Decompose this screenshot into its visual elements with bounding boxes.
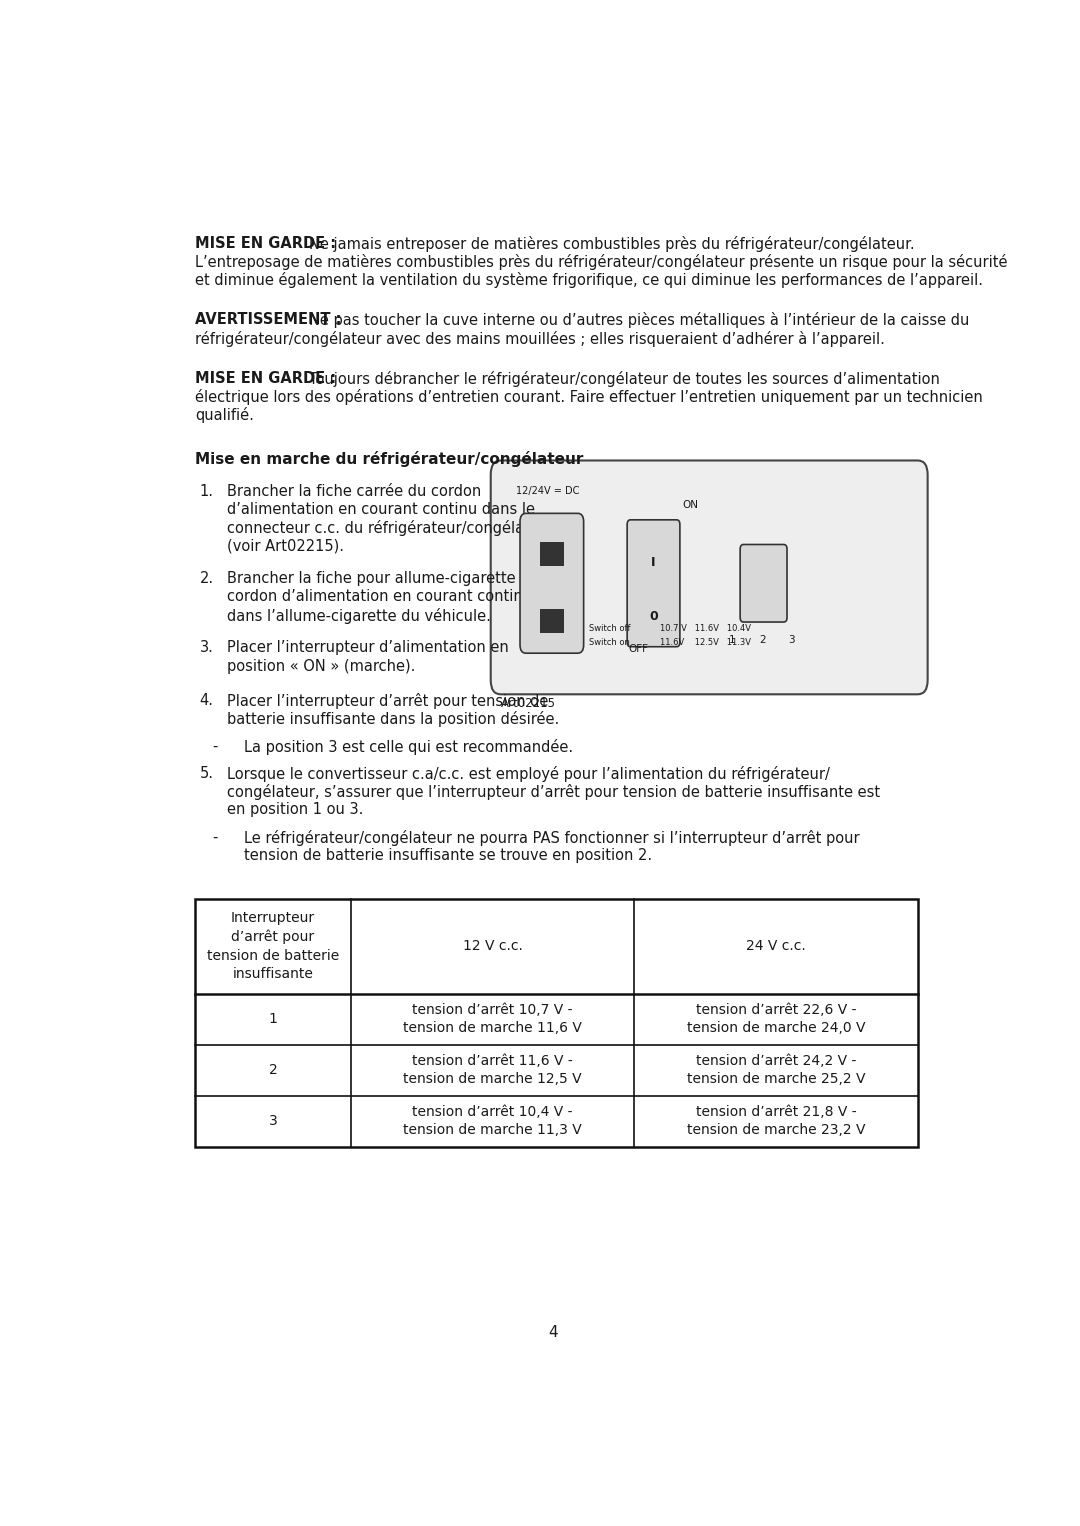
Text: Brancher la fiche carrée du cordon: Brancher la fiche carrée du cordon	[227, 484, 482, 499]
Text: position « ON » (marche).: position « ON » (marche).	[227, 659, 416, 673]
Text: -: -	[212, 739, 217, 754]
Text: MISE EN GARDE :: MISE EN GARDE :	[195, 237, 336, 250]
Text: Ne jamais entreposer de matières combustibles près du réfrigérateur/congélateur.: Ne jamais entreposer de matières combust…	[309, 237, 914, 252]
Text: et diminue également la ventilation du système frigorifique, ce qui diminue les : et diminue également la ventilation du s…	[195, 273, 983, 288]
Text: congélateur, s’assurer que l’interrupteur d’arrêt pour tension de batterie insuf: congélateur, s’assurer que l’interrupteu…	[227, 784, 880, 800]
Text: tension d’arrêt 21,8 V -
tension de marche 23,2 V: tension d’arrêt 21,8 V - tension de marc…	[687, 1105, 865, 1137]
Text: électrique lors des opérations d’entretien courant. Faire effectuer l’entretien : électrique lors des opérations d’entreti…	[195, 389, 983, 404]
Text: AVERTISSEMENT :: AVERTISSEMENT :	[195, 313, 341, 328]
Text: MISE EN GARDE :: MISE EN GARDE :	[195, 371, 336, 386]
Text: Interrupteur
d’arrêt pour
tension de batterie
insuffisante: Interrupteur d’arrêt pour tension de bat…	[206, 911, 339, 981]
Text: 12/24V = DC: 12/24V = DC	[516, 487, 579, 496]
Text: tension d’arrêt 24,2 V -
tension de marche 25,2 V: tension d’arrêt 24,2 V - tension de marc…	[687, 1054, 865, 1087]
FancyBboxPatch shape	[627, 520, 680, 647]
Text: -: -	[212, 830, 217, 845]
Text: 3: 3	[269, 1114, 278, 1128]
Text: 1: 1	[269, 1012, 278, 1025]
Text: 2: 2	[269, 1064, 278, 1077]
Text: cordon d’alimentation en courant continu: cordon d’alimentation en courant continu	[227, 589, 532, 604]
Text: en position 1 ou 3.: en position 1 ou 3.	[227, 803, 364, 818]
Text: 3.: 3.	[200, 641, 214, 655]
Text: tension d’arrêt 10,7 V -
tension de marche 11,6 V: tension d’arrêt 10,7 V - tension de marc…	[403, 1003, 582, 1035]
Text: 10.7 V   11.6V   10.4V: 10.7 V 11.6V 10.4V	[660, 624, 751, 633]
Text: batterie insuffisante dans la position désirée.: batterie insuffisante dans la position d…	[227, 711, 559, 728]
Text: 1: 1	[728, 635, 735, 645]
Text: tension de batterie insuffisante se trouve en position 2.: tension de batterie insuffisante se trou…	[244, 848, 652, 862]
Text: Le réfrigérateur/congélateur ne pourra PAS fonctionner si l’interrupteur d’arrêt: Le réfrigérateur/congélateur ne pourra P…	[244, 830, 860, 845]
Text: 11.6V    12.5V   11.3V: 11.6V 12.5V 11.3V	[660, 638, 751, 647]
Text: Mise en marche du réfrigérateur/congélateur: Mise en marche du réfrigérateur/congélat…	[195, 450, 583, 467]
Text: Art02215: Art02215	[501, 697, 556, 710]
Text: Brancher la fiche pour allume-cigarette du: Brancher la fiche pour allume-cigarette …	[227, 571, 539, 586]
FancyBboxPatch shape	[490, 461, 928, 694]
Text: 2: 2	[759, 635, 766, 645]
Text: dans l’allume-cigarette du véhicule.: dans l’allume-cigarette du véhicule.	[227, 607, 491, 624]
Text: tension d’arrêt 10,4 V -
tension de marche 11,3 V: tension d’arrêt 10,4 V - tension de marc…	[403, 1105, 582, 1137]
Text: qualifié.: qualifié.	[195, 407, 254, 423]
Text: Switch off: Switch off	[589, 624, 630, 633]
Text: tension d’arrêt 11,6 V -
tension de marche 12,5 V: tension d’arrêt 11,6 V - tension de marc…	[403, 1054, 582, 1087]
Text: I: I	[651, 555, 656, 569]
Text: L’entreposage de matières combustibles près du réfrigérateur/congélateur présent: L’entreposage de matières combustibles p…	[195, 255, 1008, 270]
Text: La position 3 est celle qui est recommandée.: La position 3 est celle qui est recomman…	[244, 739, 572, 755]
Text: réfrigérateur/congélateur avec des mains mouillées ; elles risqueraient d’adhére: réfrigérateur/congélateur avec des mains…	[195, 331, 886, 346]
FancyBboxPatch shape	[740, 545, 787, 623]
Text: ON: ON	[683, 501, 699, 510]
Text: 1.: 1.	[200, 484, 214, 499]
Text: tension d’arrêt 22,6 V -
tension de marche 24,0 V: tension d’arrêt 22,6 V - tension de marc…	[687, 1003, 865, 1035]
Text: Switch on: Switch on	[589, 638, 630, 647]
Text: 4.: 4.	[200, 693, 214, 708]
Text: 5.: 5.	[200, 766, 214, 781]
Bar	[540, 609, 564, 633]
Text: 0: 0	[649, 610, 658, 623]
Text: 3: 3	[788, 635, 795, 645]
Text: 2.: 2.	[200, 571, 214, 586]
Text: Toujours débrancher le réfrigérateur/congélateur de toutes les sources d’aliment: Toujours débrancher le réfrigérateur/con…	[309, 371, 940, 386]
FancyBboxPatch shape	[521, 513, 583, 653]
Text: Placer l’interrupteur d’alimentation en: Placer l’interrupteur d’alimentation en	[227, 641, 509, 655]
Text: Lorsque le convertisseur c.a/c.c. est employé pour l’alimentation du réfrigérate: Lorsque le convertisseur c.a/c.c. est em…	[227, 766, 829, 781]
Text: (voir Art02215).: (voir Art02215).	[227, 539, 345, 554]
Text: d’alimentation en courant continu dans le: d’alimentation en courant continu dans l…	[227, 502, 535, 517]
Text: 24 V c.c.: 24 V c.c.	[746, 940, 806, 954]
Text: connecteur c.c. du réfrigérateur/congélateur: connecteur c.c. du réfrigérateur/congéla…	[227, 520, 554, 536]
Text: 4: 4	[549, 1325, 558, 1340]
Text: Ne pas toucher la cuve interne ou d’autres pièces métalliques à l’intérieur de l: Ne pas toucher la cuve interne ou d’autr…	[309, 313, 969, 328]
Bar	[540, 542, 564, 566]
Text: OFF: OFF	[629, 644, 649, 655]
Bar	[195, 899, 918, 1146]
Text: 12 V c.c.: 12 V c.c.	[462, 940, 523, 954]
Text: Placer l’interrupteur d’arrêt pour tension de: Placer l’interrupteur d’arrêt pour tensi…	[227, 693, 549, 710]
